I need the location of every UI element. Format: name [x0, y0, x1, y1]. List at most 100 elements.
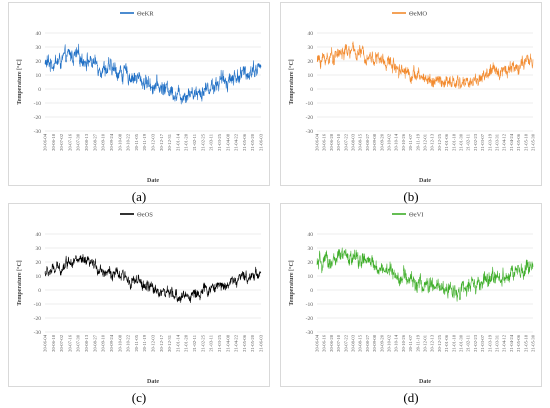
y-tick-label: -10 [306, 302, 314, 308]
x-tick-label: 20-06-16 [322, 334, 327, 352]
x-tick-label: 20-09-08 [372, 133, 377, 151]
y-tick-label: -20 [34, 316, 42, 322]
x-tick-label: 20-07-30 [76, 334, 81, 352]
x-tick-label: 21-03-19 [487, 334, 492, 352]
chart-svg-b: -30 -20 -10 0 10 20 30 40 20-06-04 20-06-16 20-06-… [288, 11, 536, 185]
x-tick-label: 20-07-22 [343, 133, 348, 151]
x-tick-label: 20-12-13 [430, 334, 435, 352]
x-tick-label: 21-01-18 [451, 334, 456, 352]
y-tick-label: 30 [36, 246, 42, 252]
y-tick-label: 40 [308, 232, 314, 238]
y-tick-label: -10 [34, 101, 42, 107]
x-tick-label: 20-11-19 [415, 334, 420, 351]
x-tick-label: 21-05-18 [523, 133, 528, 151]
y-axis-title: Temperature [°C] [288, 260, 295, 306]
x-tick-label: 21-02-23 [473, 133, 478, 151]
x-tick-label: 20-06-28 [329, 334, 334, 352]
y-tick-label: 30 [308, 45, 314, 51]
x-tick-label: 21-01-30 [459, 334, 464, 352]
y-tick-label: 0 [310, 87, 313, 93]
x-tick-label: 20-12-17 [159, 334, 164, 352]
y-tick-label: 30 [308, 246, 314, 252]
x-tick-label: 21-02-11 [192, 133, 197, 150]
y-tick-label: -30 [34, 129, 42, 135]
y-tick-label: -20 [34, 115, 42, 121]
x-tick-label: 21-03-25 [217, 133, 222, 151]
x-tick-label: 20-10-14 [394, 334, 399, 352]
x-tick-label: 20-11-07 [408, 334, 413, 351]
x-tick-label: 20-12-31 [167, 334, 172, 352]
caption-a: (a) [131, 189, 147, 204]
x-tick-label: 20-06-18 [51, 133, 56, 151]
x-tick-label: 20-06-04 [43, 133, 48, 151]
x-tick-label: 20-11-05 [134, 133, 139, 150]
x-tick-label: 20-11-19 [142, 133, 147, 150]
x-tick-label: 21-03-19 [487, 133, 492, 151]
series-line-b [316, 41, 534, 89]
chart-panel-b: -30 -20 -10 0 10 20 30 40 20-06-04 20-06-16 20-06-… [280, 2, 542, 186]
series-line-d [316, 247, 534, 302]
x-tick-label: 20-08-15 [358, 334, 363, 352]
x-tick-label: 20-09-20 [379, 133, 384, 151]
x-tick-label: 21-03-07 [480, 133, 485, 151]
x-tick-label: 20-12-17 [159, 133, 164, 151]
x-tick-label: 21-04-08 [225, 133, 230, 151]
x-tick-label: 21-01-06 [444, 334, 449, 352]
x-tick-label: 20-10-26 [401, 334, 406, 352]
x-tick-label: 21-02-25 [200, 334, 205, 352]
x-tick-label: 20-09-10 [101, 133, 106, 151]
x-axis-title: Date [147, 178, 159, 184]
x-tick-label: 20-12-01 [423, 133, 428, 151]
x-tick-label: 20-07-02 [59, 133, 64, 151]
x-tick-label: 20-11-19 [415, 133, 420, 150]
x-tick-label: 20-10-08 [117, 133, 122, 151]
x-tick-label: 20-07-16 [67, 133, 72, 151]
x-tick-label: 20-10-22 [126, 334, 131, 352]
x-tick-label: 21-04-22 [234, 133, 239, 151]
y-tick-label: 20 [308, 260, 314, 266]
y-tick-label: 20 [308, 59, 314, 65]
x-tick-label: 21-03-11 [209, 334, 214, 351]
caption-d: (d) [403, 390, 419, 405]
chart-panel-c: -30 -20 -10 0 10 20 30 40 20-06-04 20-06-18 20-07-… [8, 203, 270, 387]
x-tick-label: 20-07-16 [67, 334, 72, 352]
series-line-a [44, 43, 262, 105]
x-tick-label: 21-01-18 [451, 133, 456, 151]
y-axis-title: Temperature [°C] [16, 59, 23, 105]
x-tick-label: 20-08-27 [92, 133, 97, 151]
x-tick-label: 21-02-11 [466, 133, 471, 150]
x-tick-label: 20-10-26 [401, 133, 406, 151]
x-tick-label: 21-05-30 [531, 133, 536, 151]
x-tick-label: 20-12-31 [167, 133, 172, 151]
legend-label: ΘeOS [137, 212, 153, 219]
x-tick-label: 21-01-14 [175, 133, 180, 151]
x-tick-label: 20-12-03 [151, 334, 156, 352]
chart-panel-d: -30 -20 -10 0 10 20 30 40 20-06-04 20-06-16 20-06-… [280, 203, 542, 387]
x-tick-label: 20-11-19 [142, 334, 147, 351]
x-tick-label: 20-08-27 [92, 334, 97, 352]
x-tick-label: 20-07-02 [59, 334, 64, 352]
x-tick-label: 21-05-20 [250, 334, 255, 352]
x-tick-label: 21-03-25 [217, 334, 222, 352]
x-tick-label: 20-07-10 [336, 133, 341, 151]
x-tick-label: 20-06-28 [329, 133, 334, 151]
x-tick-label: 21-03-31 [495, 133, 500, 151]
x-tick-label: 21-01-28 [184, 334, 189, 352]
x-tick-label: 21-02-11 [466, 334, 471, 351]
x-axis-title: Date [419, 379, 431, 385]
x-tick-label: 21-02-11 [192, 334, 197, 351]
x-tick-label: 21-01-06 [444, 133, 449, 151]
x-tick-label: 21-03-31 [495, 334, 500, 352]
x-tick-label: 20-07-10 [336, 334, 341, 352]
x-tick-label: 21-04-24 [509, 334, 514, 352]
x-tick-label: 21-05-18 [523, 334, 528, 352]
x-tick-label: 20-06-18 [51, 334, 56, 352]
x-tick-label: 20-09-24 [109, 133, 114, 151]
chart-svg-d: -30 -20 -10 0 10 20 30 40 20-06-04 20-06-16 20-06-… [288, 212, 536, 386]
x-tick-label: 20-08-13 [84, 133, 89, 151]
x-tick-label: 21-01-30 [459, 133, 464, 151]
x-tick-label: 21-06-03 [259, 133, 264, 151]
legend-label: ΘeVI [409, 212, 423, 219]
